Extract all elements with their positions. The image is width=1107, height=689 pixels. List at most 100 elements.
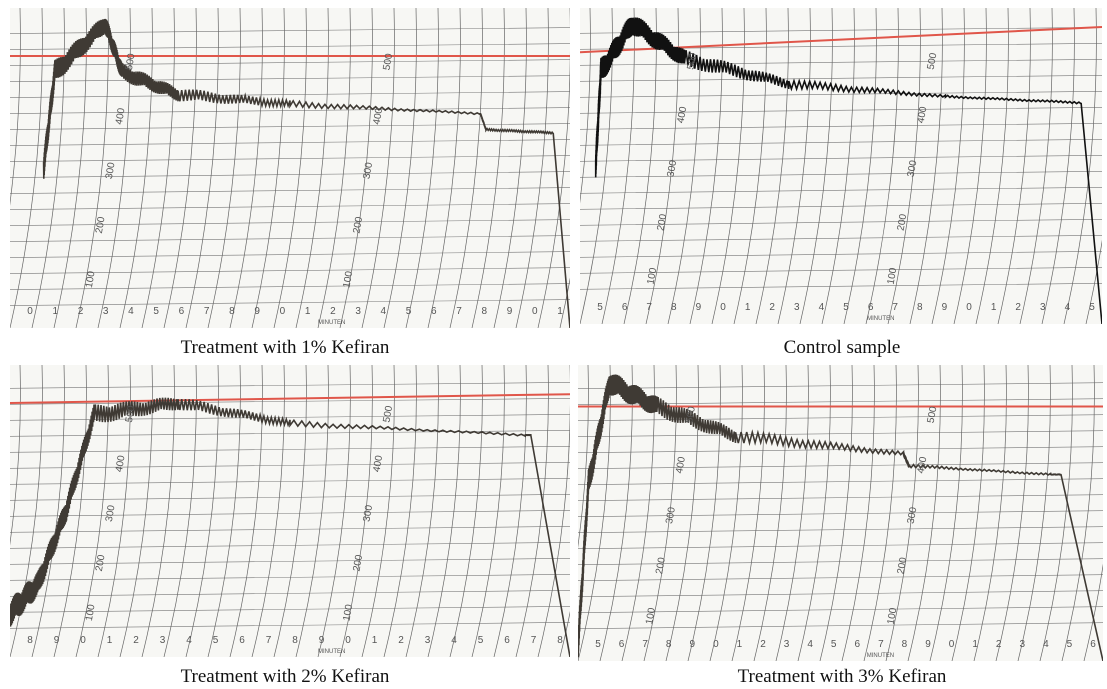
x-label: 6 — [855, 639, 861, 650]
grid-line — [953, 7, 987, 325]
grid-line — [557, 7, 591, 325]
x-label: 8 — [917, 302, 923, 313]
x-label: 0 — [27, 306, 33, 317]
grid-line — [577, 414, 1104, 421]
grid-line — [339, 7, 373, 329]
grid-line — [9, 542, 571, 549]
grid-line — [9, 235, 571, 242]
grid-line — [339, 364, 373, 658]
grid-line — [383, 7, 417, 329]
x-label: 8 — [666, 639, 672, 650]
grid-line — [9, 171, 571, 178]
grid-line — [907, 364, 941, 662]
y-label: 500 — [686, 52, 700, 71]
x-label: 1 — [372, 635, 378, 646]
grid-line — [515, 364, 549, 658]
grid-line — [9, 203, 571, 210]
grid-line — [361, 7, 395, 329]
x-label: 3 — [103, 306, 109, 317]
scan-drawing: 500 400 300 200 100 500 400 300 200 100 8 9 0 1 2 3 4 5 6 7… — [0, 364, 593, 658]
grid-line — [929, 364, 963, 662]
x-label: 7 — [531, 635, 537, 646]
x-label: 4 — [1065, 302, 1071, 313]
grid-line — [667, 7, 701, 325]
grid-line — [579, 202, 1103, 210]
caption: Treatment with 1% Kefiran — [180, 337, 390, 358]
grid-line — [577, 462, 1104, 469]
y-label: 500 — [381, 405, 395, 424]
x-label: 6 — [619, 639, 625, 650]
grid-line — [9, 123, 571, 130]
x-label: 1 — [991, 302, 997, 313]
grid-line — [863, 364, 897, 662]
y-label: 300 — [361, 504, 375, 523]
grid-line — [229, 364, 263, 658]
y-label: 300 — [906, 159, 920, 178]
x-label: 4 — [819, 302, 825, 313]
x-label: 6 — [622, 302, 628, 313]
grid-line — [9, 7, 43, 329]
grid-line — [317, 7, 351, 329]
grid-line — [229, 7, 263, 329]
x-label: 4 — [186, 635, 192, 646]
grid-line — [579, 58, 1103, 66]
y-label: 200 — [654, 556, 668, 575]
y-label: 100 — [84, 603, 98, 622]
grid-line — [75, 7, 109, 329]
x-label: 3 — [425, 635, 431, 646]
grid-line — [799, 7, 833, 325]
x-label: 2 — [760, 639, 766, 650]
x-label: 3 — [794, 302, 800, 313]
grid-line — [9, 574, 571, 581]
grid-line — [9, 59, 571, 66]
y-label: 400 — [676, 105, 690, 124]
x-label: 9 — [319, 635, 325, 646]
chart-scan: 500 400 300 200 100 500 400 300 200 100 8 9 0 1 2 3 4 5 6 7… — [0, 364, 593, 658]
y-label: 100 — [341, 270, 355, 289]
y-label: 500 — [926, 52, 940, 71]
grid-line — [709, 364, 743, 662]
y-label: 400 — [916, 105, 930, 124]
x-label: 2 — [78, 306, 84, 317]
grid-line — [9, 494, 571, 501]
x-label: 3 — [784, 639, 790, 650]
grid-line — [577, 510, 1104, 517]
grid-line — [471, 364, 505, 658]
x-label: 2 — [1015, 302, 1021, 313]
grid-line — [427, 7, 461, 329]
grid-line — [9, 299, 571, 306]
reference-line — [9, 393, 571, 404]
x-label: 8 — [482, 306, 488, 317]
x-label: 7 — [456, 306, 462, 317]
x-label: 2 — [769, 302, 775, 313]
y-label: 100 — [886, 267, 900, 286]
grid-line — [163, 7, 197, 329]
grid-line — [577, 558, 1104, 565]
trace — [594, 17, 1103, 325]
grid-line — [733, 7, 767, 325]
x-label: 1 — [305, 306, 311, 317]
x-label: 7 — [878, 639, 884, 650]
x-label: 6 — [868, 302, 874, 313]
grid-line — [579, 74, 1103, 82]
x-label: 5 — [831, 639, 837, 650]
scan-drawing: 500 400 300 200 100 500 400 300 200 100 5 6 7 8 9 0 1 2 3 4… — [555, 364, 1107, 662]
grid-line — [9, 155, 571, 162]
grid-line — [427, 364, 461, 658]
y-label: 300 — [361, 161, 375, 180]
grid-line — [251, 364, 285, 658]
grid-line — [361, 364, 395, 658]
y-label: 200 — [94, 216, 108, 235]
grid-line — [577, 364, 611, 662]
grid-line — [9, 510, 571, 517]
x-label: 9 — [690, 639, 696, 650]
x-unit: MINUTEN — [318, 649, 345, 655]
grid-line — [753, 364, 787, 662]
chart-scan: 500 400 300 200 100 500 400 300 200 100 5 6 7 8 9 0 1 2 3 4… — [557, 7, 1107, 325]
y-label: 100 — [341, 603, 355, 622]
grid-line — [9, 283, 571, 290]
y-label: 100 — [886, 607, 900, 626]
grid-line — [119, 7, 153, 329]
grid-line — [885, 364, 919, 662]
x-label: 5 — [478, 635, 484, 646]
